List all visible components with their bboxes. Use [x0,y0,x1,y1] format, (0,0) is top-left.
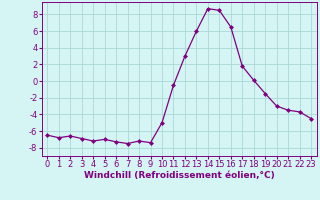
X-axis label: Windchill (Refroidissement éolien,°C): Windchill (Refroidissement éolien,°C) [84,171,275,180]
